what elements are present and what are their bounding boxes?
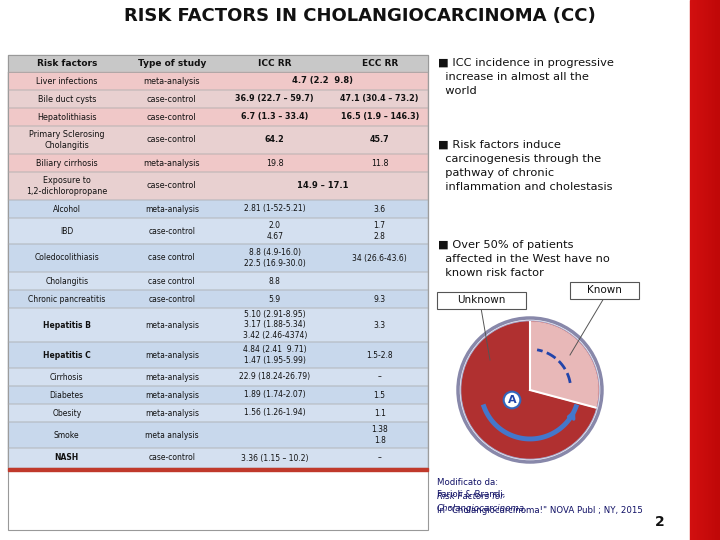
Text: NASH: NASH — [55, 454, 79, 462]
Bar — [8, 386, 428, 404]
Text: IBD: IBD — [60, 226, 73, 235]
Bar — [701, 0, 702, 540]
Text: Biliary cirrhosis: Biliary cirrhosis — [36, 159, 98, 167]
Text: 1.1: 1.1 — [374, 408, 386, 417]
Bar — [708, 0, 709, 540]
Bar — [706, 0, 707, 540]
Text: 16.5 (1.9 – 146.3): 16.5 (1.9 – 146.3) — [341, 112, 419, 122]
Text: 47.1 (30.4 – 73.2): 47.1 (30.4 – 73.2) — [341, 94, 419, 104]
Text: 14.9 – 17.1: 14.9 – 17.1 — [297, 181, 348, 191]
Text: case control: case control — [148, 253, 195, 262]
Text: Obesity: Obesity — [52, 408, 81, 417]
Text: 8.8 (4.9-16.0)
22.5 (16.9-30.0): 8.8 (4.9-16.0) 22.5 (16.9-30.0) — [244, 248, 305, 268]
Bar — [8, 172, 428, 200]
Text: Bile duct cysts: Bile duct cysts — [37, 94, 96, 104]
Text: ■ Over 50% of patients
  affected in the West have no
  known risk factor: ■ Over 50% of patients affected in the W… — [438, 240, 610, 278]
Bar — [8, 468, 428, 471]
Bar — [8, 422, 428, 448]
Bar — [703, 0, 704, 540]
Text: 64.2: 64.2 — [265, 136, 284, 145]
Circle shape — [462, 322, 598, 458]
Text: 1.5: 1.5 — [374, 390, 386, 400]
Text: meta-analysis: meta-analysis — [145, 408, 199, 417]
Bar — [8, 55, 428, 530]
Bar — [8, 126, 428, 154]
Bar — [8, 342, 428, 368]
Text: 3.3: 3.3 — [374, 321, 386, 329]
Bar — [694, 0, 695, 540]
Bar — [711, 0, 712, 540]
Bar — [707, 0, 708, 540]
Bar — [8, 72, 428, 90]
Bar — [698, 0, 699, 540]
Bar — [8, 404, 428, 422]
Text: 2.0
4.67: 2.0 4.67 — [266, 221, 283, 241]
Bar — [716, 0, 717, 540]
Bar — [8, 448, 428, 468]
Text: meta-analysis: meta-analysis — [145, 350, 199, 360]
Text: 1.89 (1.74-2.07): 1.89 (1.74-2.07) — [244, 390, 305, 400]
Text: ■ Risk factors induce
  carcinogenesis through the
  pathway of chronic
  inflam: ■ Risk factors induce carcinogenesis thr… — [438, 140, 613, 192]
Bar — [714, 0, 715, 540]
Text: Hepatitis C: Hepatitis C — [43, 350, 91, 360]
Text: 34 (26.6-43.6): 34 (26.6-43.6) — [352, 253, 407, 262]
Text: case-control: case-control — [148, 454, 195, 462]
Bar — [8, 90, 428, 108]
Bar — [718, 0, 719, 540]
Text: meta-analysis: meta-analysis — [145, 205, 199, 213]
Text: 1.5-2.8: 1.5-2.8 — [366, 350, 393, 360]
Text: Hepatitis B: Hepatitis B — [43, 321, 91, 329]
Bar — [8, 290, 428, 308]
Bar — [8, 72, 428, 90]
Bar — [717, 0, 718, 540]
Text: case-control: case-control — [147, 181, 197, 191]
Text: –: – — [378, 373, 382, 381]
Bar — [713, 0, 714, 540]
Bar — [700, 0, 701, 540]
Bar — [8, 108, 428, 126]
Bar — [8, 126, 428, 154]
Text: 5.9: 5.9 — [269, 294, 281, 303]
Bar — [8, 108, 428, 126]
Bar — [8, 244, 428, 272]
Polygon shape — [530, 322, 598, 408]
Text: Type of study: Type of study — [138, 59, 206, 68]
Text: Known: Known — [587, 285, 621, 295]
Text: ■ ICC incidence in progressive
  increase in almost all the
  world: ■ ICC incidence in progressive increase … — [438, 58, 614, 96]
Text: 9.3: 9.3 — [374, 294, 386, 303]
Bar — [8, 55, 428, 72]
Text: Cirrhosis: Cirrhosis — [50, 373, 84, 381]
Text: 1.38
1.8: 1.38 1.8 — [372, 426, 388, 445]
Text: 4.7 (2.2  9.8): 4.7 (2.2 9.8) — [292, 77, 354, 85]
Text: 6.7 (1.3 – 33.4): 6.7 (1.3 – 33.4) — [241, 112, 308, 122]
Text: case-control: case-control — [147, 94, 197, 104]
Bar — [715, 0, 716, 540]
Text: case-control: case-control — [148, 294, 195, 303]
Text: ECC RR: ECC RR — [361, 59, 398, 68]
Text: Liver infections: Liver infections — [36, 77, 97, 85]
Bar — [710, 0, 711, 540]
Text: 8.8: 8.8 — [269, 276, 281, 286]
Text: meta-analysis: meta-analysis — [145, 373, 199, 381]
Text: 3.6: 3.6 — [374, 205, 386, 213]
Bar — [8, 55, 428, 72]
Text: A: A — [508, 395, 516, 405]
Bar — [8, 218, 428, 244]
Text: –: – — [378, 454, 382, 462]
Text: case-control: case-control — [147, 136, 197, 145]
Bar — [692, 0, 693, 540]
Bar — [8, 272, 428, 290]
Text: 22.9 (18.24-26.79): 22.9 (18.24-26.79) — [239, 373, 310, 381]
Bar — [8, 422, 428, 448]
Bar — [696, 0, 697, 540]
Text: meta-analysis: meta-analysis — [145, 390, 199, 400]
Text: Primary Sclerosing
Cholangitis: Primary Sclerosing Cholangitis — [29, 130, 104, 150]
Text: 2: 2 — [655, 515, 665, 529]
Bar — [8, 272, 428, 290]
Bar — [702, 0, 703, 540]
Text: case-control: case-control — [148, 226, 195, 235]
Bar — [697, 0, 698, 540]
Bar — [8, 448, 428, 468]
Bar — [8, 154, 428, 172]
Text: 36.9 (22.7 – 59.7): 36.9 (22.7 – 59.7) — [235, 94, 314, 104]
